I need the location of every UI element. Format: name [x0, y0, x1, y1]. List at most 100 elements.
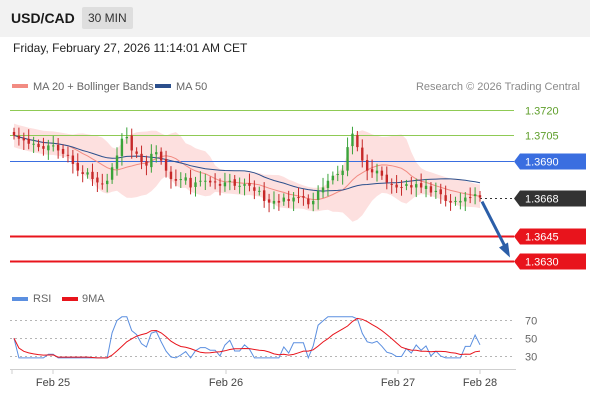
candle	[140, 145, 143, 170]
chart-header: USD/CAD 30 MIN	[0, 0, 590, 37]
ma50-legend-swatch	[155, 84, 171, 88]
candle	[47, 139, 50, 160]
candle	[415, 178, 418, 198]
candle	[464, 192, 467, 212]
candle	[365, 154, 369, 181]
level-label-current: 1.3668	[525, 194, 559, 206]
candle	[434, 182, 438, 199]
candle	[179, 172, 182, 188]
candle	[155, 145, 158, 163]
candle	[272, 191, 276, 210]
bollinger-bands	[14, 123, 480, 222]
candle	[145, 155, 148, 176]
candle	[361, 139, 364, 168]
candle	[468, 187, 472, 204]
candle	[115, 147, 119, 176]
candle	[61, 144, 65, 159]
candle	[297, 187, 300, 204]
rsi-indicator: 70 50 30	[10, 316, 537, 364]
rsi-tick-label: 70	[525, 316, 537, 328]
candle	[375, 163, 379, 182]
candle	[267, 193, 271, 213]
candle	[150, 144, 153, 173]
candle	[96, 172, 99, 193]
timeframe-badge[interactable]: 30 MIN	[82, 7, 133, 29]
candle	[101, 173, 104, 190]
rsi-legend-swatch	[12, 297, 28, 301]
time-axis: Feb 25 Feb 26 Feb 27 Feb 28	[11, 370, 497, 389]
candlesticks	[12, 126, 482, 213]
candle	[351, 126, 354, 155]
candle	[169, 166, 173, 189]
rsi-tick-label: 50	[525, 334, 537, 346]
candle	[86, 168, 89, 179]
rsi-tick-label: 30	[525, 352, 537, 364]
level-label-box	[514, 253, 586, 270]
level-label-support: 1.3630	[525, 257, 559, 269]
ma50-legend-label: MA 50	[176, 81, 207, 93]
candle	[395, 175, 398, 194]
candle	[223, 172, 227, 192]
candle	[32, 136, 35, 153]
forecast-arrow	[480, 200, 510, 258]
candle	[194, 176, 197, 197]
currency-pair-title: USD/CAD	[11, 10, 75, 26]
candle	[326, 173, 330, 197]
candle	[106, 173, 109, 193]
candle	[189, 169, 192, 195]
candle	[410, 176, 413, 195]
candle	[12, 127, 16, 140]
price-level-labels: 1.3720 1.3705 1.3690 1.3668 1.3645 1.3630	[514, 106, 586, 270]
candle	[253, 180, 256, 200]
level-label-pivot: 1.3690	[525, 157, 559, 169]
rsi-ma-line	[13, 317, 481, 359]
ma20-line	[13, 134, 481, 200]
candle	[449, 194, 452, 211]
candle	[370, 159, 374, 178]
candle	[341, 165, 344, 185]
candle	[125, 127, 129, 144]
bollinger-band-area	[14, 123, 480, 222]
candle	[42, 137, 45, 156]
candle	[454, 196, 457, 206]
ma20-legend-swatch	[12, 84, 28, 88]
candle	[56, 138, 60, 159]
candle	[459, 192, 462, 210]
candle	[243, 178, 246, 196]
candle	[336, 165, 339, 182]
candle	[307, 194, 310, 209]
candle	[287, 190, 290, 208]
time-axis-label: Feb 26	[209, 377, 243, 389]
candle	[282, 193, 285, 206]
candle	[91, 163, 94, 186]
candle	[204, 173, 207, 190]
candle	[429, 182, 433, 197]
candle	[439, 183, 442, 204]
candle	[321, 177, 325, 198]
candle	[331, 171, 335, 185]
level-label-box	[514, 190, 586, 207]
candle	[385, 166, 388, 190]
rsi-ma-legend-label: 9MA	[82, 293, 105, 305]
candle	[478, 191, 482, 202]
candle	[52, 135, 55, 152]
candle	[218, 178, 222, 196]
candle	[277, 194, 281, 211]
forecast-arrow-head	[499, 242, 510, 258]
candle	[405, 179, 408, 191]
level-label-support: 1.3645	[525, 232, 559, 244]
candle	[228, 173, 232, 191]
candle	[71, 149, 75, 174]
candle	[302, 189, 305, 206]
candle	[233, 175, 236, 190]
candle	[22, 132, 26, 150]
candle	[424, 178, 428, 198]
candle	[76, 153, 79, 177]
candle	[213, 173, 217, 190]
level-label-resistance: 1.3720	[525, 106, 559, 118]
rsi-line	[13, 316, 481, 360]
rsi-ma-legend-swatch	[62, 297, 78, 301]
candle	[159, 147, 163, 165]
candle	[174, 169, 178, 187]
